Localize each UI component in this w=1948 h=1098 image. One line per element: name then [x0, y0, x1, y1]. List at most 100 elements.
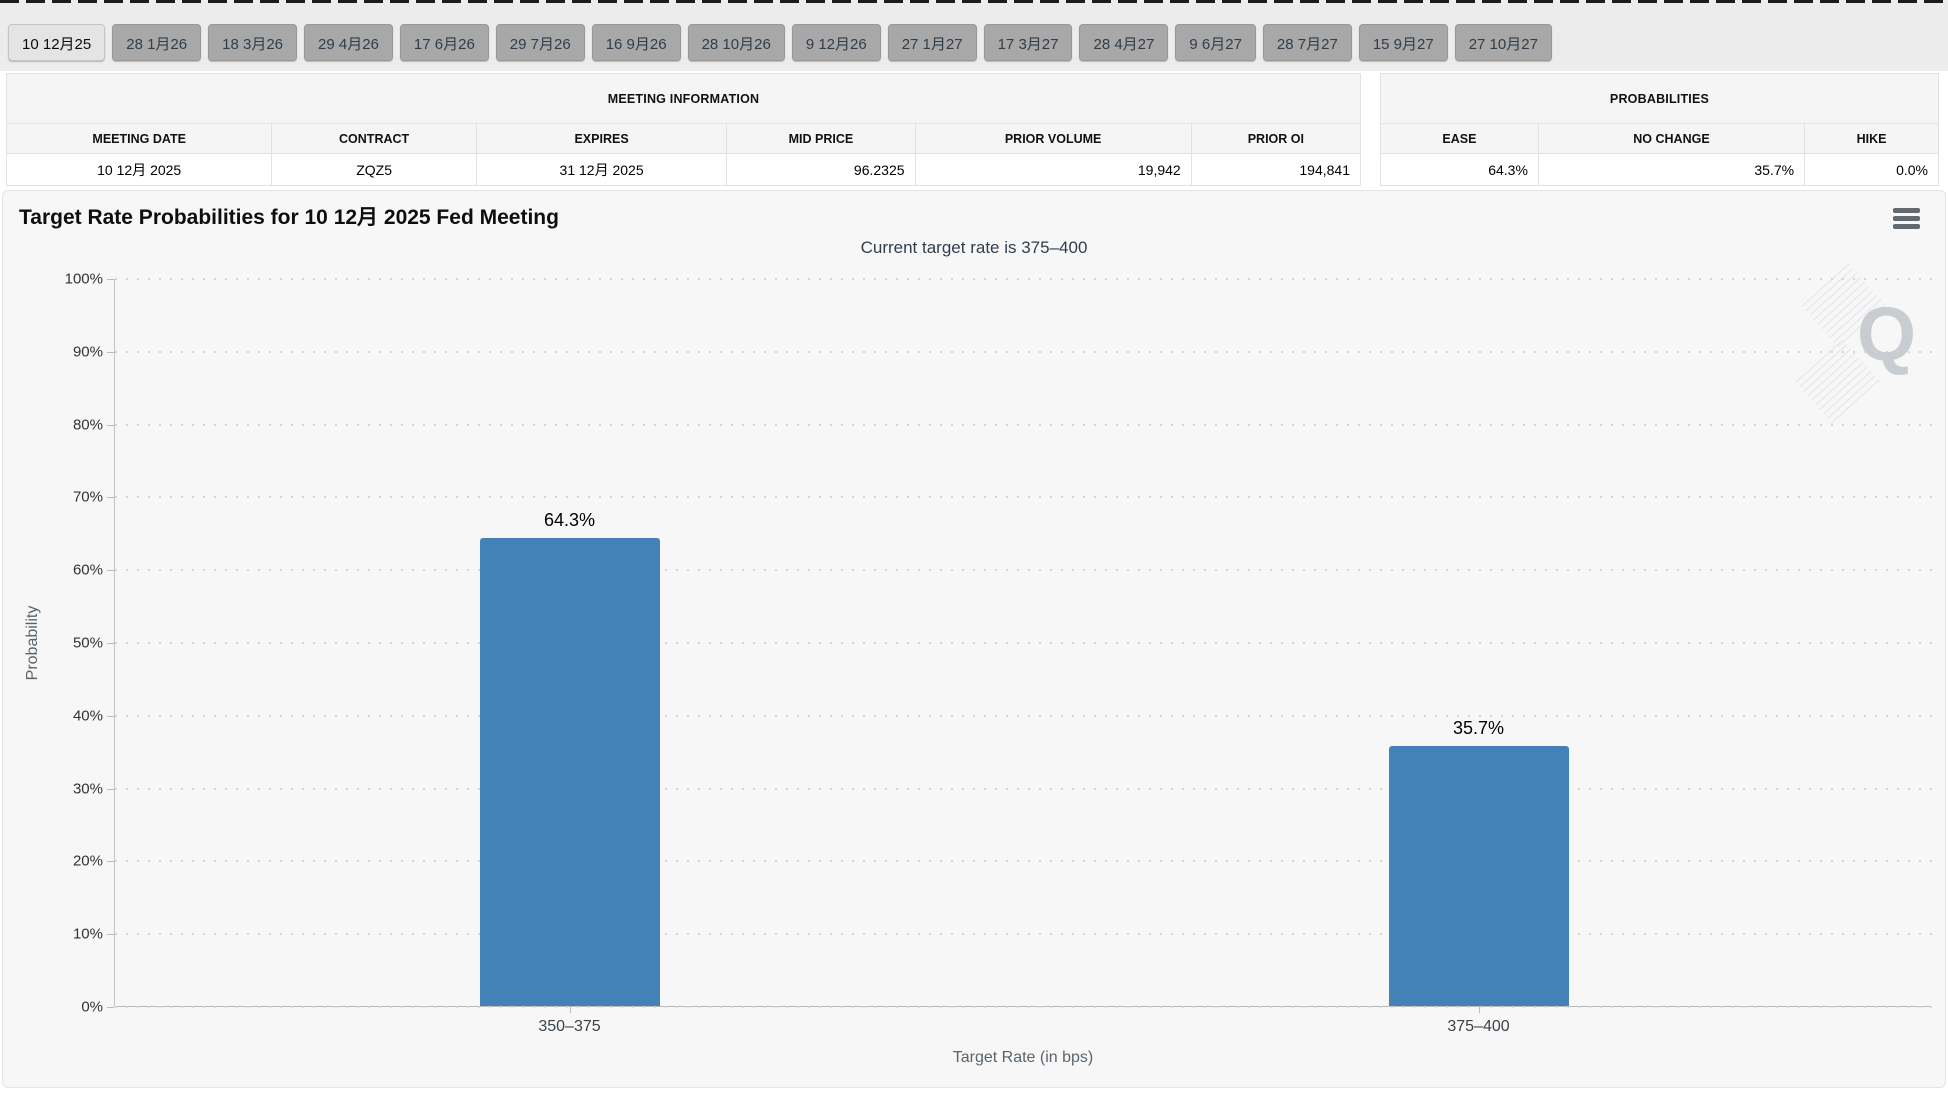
- y-axis-tick: [107, 715, 114, 717]
- y-tick-label: 40%: [72, 707, 103, 725]
- meeting-information-table: MEETING INFORMATION MEETING DATE CONTRACT E…: [5, 73, 1362, 186]
- info-tables-row: MEETING INFORMATION MEETING DATE CONTRACT E…: [5, 73, 1939, 186]
- meeting-date-tab-15[interactable]: 27 10月27: [1454, 24, 1552, 61]
- x-axis-tick: [569, 1006, 571, 1013]
- meeting-date-tab-9[interactable]: 27 1月27: [887, 24, 977, 61]
- probabilities-header-cell: HIKE: [1804, 123, 1939, 154]
- meeting-info-value-cell: 31 12月 2025: [475, 153, 728, 186]
- meeting-info-header-cell: CONTRACT: [271, 123, 477, 154]
- probabilities-caption: PROBABILITIES: [1380, 73, 1939, 124]
- hamburger-bar: [1893, 224, 1920, 229]
- x-category-label: 350–375: [538, 1018, 601, 1035]
- chart-title: Target Rate Probabilities for 10 12月 202…: [19, 206, 559, 229]
- y-tick-label: 50%: [72, 634, 103, 652]
- meeting-info-value-cell: 194,841: [1190, 153, 1362, 186]
- y-axis-tick: [107, 643, 114, 644]
- meeting-info-header-cell: EXPIRES: [475, 123, 728, 154]
- meeting-date-tab-4[interactable]: 17 6月26: [399, 24, 489, 61]
- hamburger-bar: [1893, 216, 1920, 221]
- plot-area: 0% 10% 20% 30% 40% 50% 60% 70% 80% 90% 100% 64.3% 35…: [65, 271, 1932, 1035]
- gridline-90: [115, 350, 1932, 353]
- probabilities-value-row: 64.3% 35.7% 0.0%: [1380, 153, 1939, 186]
- probabilities-table: PROBABILITIES EASE NO CHANGE HIKE 64.3% 35.7%…: [1380, 73, 1939, 186]
- bar-value-label: 64.3%: [543, 509, 596, 530]
- x-category-label: 375–400: [1447, 1018, 1510, 1035]
- meeting-info-value-cell: 96.2325: [726, 153, 916, 186]
- x-axis-title: Target Rate (in bps): [952, 1049, 1094, 1066]
- probabilities-header-cell: EASE: [1380, 123, 1539, 154]
- quikstrike-q-watermark: Q: [1794, 262, 1933, 424]
- meeting-date-tab-0[interactable]: 10 12月25: [8, 24, 106, 61]
- y-axis-title: Probability: [24, 605, 41, 681]
- probabilities-caption-row: PROBABILITIES: [1380, 73, 1939, 124]
- y-tick-label: 100%: [64, 270, 103, 288]
- y-tick-label: 60%: [72, 561, 103, 579]
- gridline-80: [115, 423, 1932, 426]
- gridline-40: [115, 714, 1932, 717]
- probabilities-header-row: EASE NO CHANGE HIKE: [1380, 123, 1939, 154]
- meeting-date-tab-3[interactable]: 29 4月26: [304, 24, 393, 61]
- hamburger-icon[interactable]: [1893, 208, 1921, 230]
- gridline-70: [115, 496, 1932, 499]
- hamburger-bar: [1893, 208, 1920, 213]
- meeting-date-tab-1[interactable]: 28 1月26: [112, 24, 202, 61]
- probabilities-value-cell: 0.0%: [1804, 153, 1939, 186]
- gridline-20: [115, 860, 1932, 863]
- y-tick-label: 90%: [72, 343, 103, 361]
- x-axis-tick: [1478, 1006, 1480, 1013]
- y-tick-label: 0%: [81, 998, 103, 1016]
- meeting-date-tab-7[interactable]: 28 10月26: [687, 24, 785, 61]
- meeting-info-caption-row: MEETING INFORMATION: [6, 73, 1361, 124]
- meeting-info-value-cell: 19,942: [914, 153, 1192, 186]
- meeting-date-tab-13[interactable]: 28 7月27: [1262, 24, 1352, 61]
- y-axis-tick: [107, 351, 114, 353]
- bar-375–400[interactable]: [1388, 746, 1569, 1006]
- y-axis-tick: [107, 1007, 114, 1008]
- bar-value-label: 35.7%: [1452, 718, 1505, 739]
- chart-panel: Target Rate Probabilities for 10 12月 202…: [2, 190, 1946, 1088]
- meeting-date-tab-14[interactable]: 15 9月27: [1358, 24, 1448, 61]
- y-tick-label: 70%: [72, 488, 103, 506]
- y-axis-tick: [107, 861, 114, 863]
- probabilities-value-cell: 35.7%: [1537, 153, 1806, 186]
- meeting-date-tabbar: 10 12月25 28 1月26 18 3月26 29 4月26 17 6月26 29 7…: [0, 3, 1948, 71]
- meeting-date-tab-6[interactable]: 16 9月26: [591, 24, 681, 61]
- y-axis-tick: [107, 570, 114, 572]
- meeting-date-tab-2[interactable]: 18 3月26: [208, 24, 298, 61]
- y-tick-label: 80%: [72, 416, 103, 434]
- meeting-info-header-cell: PRIOR OI: [1190, 123, 1362, 154]
- meeting-date-tab-12[interactable]: 9 6月27: [1175, 24, 1256, 61]
- meeting-date-tab-5[interactable]: 29 7月26: [495, 24, 585, 61]
- gridline-0: [115, 1006, 1932, 1008]
- y-tick-label: 30%: [72, 780, 103, 798]
- y-axis-tick: [107, 934, 114, 936]
- y-axis-tick: [107, 424, 114, 426]
- meeting-date-tab-11[interactable]: 28 4月27: [1079, 24, 1169, 61]
- gridline-50: [115, 642, 1932, 644]
- meeting-info-header-cell: MID PRICE: [726, 123, 916, 154]
- y-axis-tick: [107, 788, 114, 790]
- y-tick-label: 20%: [72, 852, 103, 870]
- chart-subtitle: Current target rate is 375–400: [860, 238, 1088, 257]
- y-axis-tick: [107, 279, 114, 280]
- meeting-info-value-row: 10 12月 2025 ZQZ5 31 12月 2025 96.2325 19,942 1…: [5, 153, 1362, 186]
- meeting-date-tab-10[interactable]: 17 3月27: [983, 24, 1073, 61]
- meeting-info-value-cell: ZQZ5: [271, 153, 477, 186]
- gridline-10: [115, 933, 1932, 936]
- meeting-info-header-cell: PRIOR VOLUME: [914, 123, 1192, 154]
- top-border-strip: [0, 0, 1948, 3]
- meeting-info-caption: MEETING INFORMATION: [6, 73, 1361, 124]
- y-axis-tick: [107, 497, 114, 499]
- gridline-60: [115, 569, 1932, 572]
- bar-350–375[interactable]: [479, 537, 660, 1006]
- probabilities-value-cell: 64.3%: [1380, 153, 1539, 186]
- meeting-info-value-cell: 10 12月 2025: [5, 153, 273, 186]
- meeting-date-tab-8[interactable]: 9 12月26: [791, 24, 881, 61]
- meeting-info-header-row: MEETING DATE CONTRACT EXPIRES MID PRICE PRIO…: [5, 123, 1362, 154]
- y-tick-label: 10%: [72, 925, 103, 943]
- gridline-30: [115, 787, 1932, 790]
- probabilities-header-cell: NO CHANGE: [1537, 123, 1806, 154]
- gridline-100: [115, 278, 1932, 280]
- watermark-letter: Q: [1857, 292, 1917, 377]
